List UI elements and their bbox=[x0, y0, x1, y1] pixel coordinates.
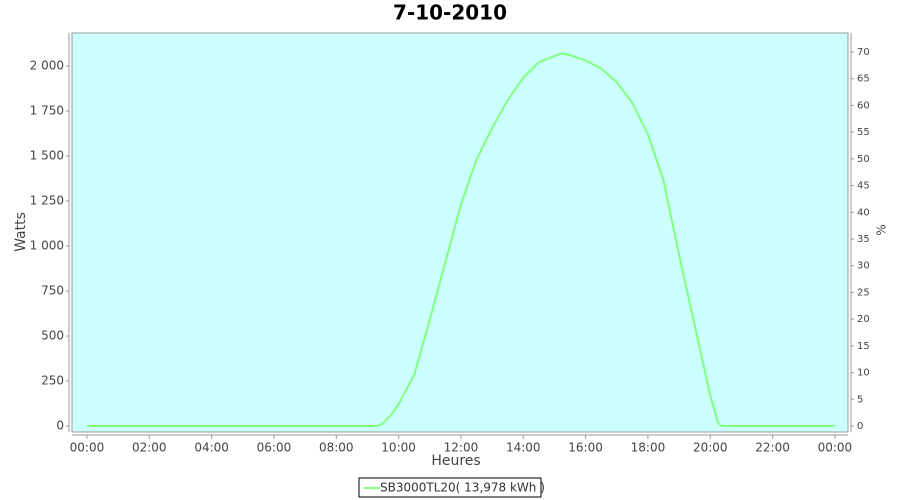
x-tick-label: 06:00 bbox=[257, 441, 292, 455]
x-tick-label: 22:00 bbox=[755, 441, 790, 455]
y2-tick-label: 35 bbox=[857, 234, 870, 245]
x-tick-label: 00:00 bbox=[818, 441, 853, 455]
y-tick-label: 2 000 bbox=[30, 58, 64, 72]
x-tick-label: 10:00 bbox=[381, 441, 416, 455]
y-tick-label: 0 bbox=[56, 419, 64, 433]
y2-tick-label: 0 bbox=[857, 421, 863, 432]
y2-tick-label: 60 bbox=[857, 100, 870, 111]
y2-tick-label: 5 bbox=[857, 394, 863, 405]
x-tick-label: 20:00 bbox=[693, 441, 728, 455]
y2-tick-label: 30 bbox=[857, 261, 870, 272]
plot-area bbox=[71, 32, 849, 433]
y2-tick-label: 10 bbox=[857, 368, 870, 379]
y-tick-label: 750 bbox=[41, 284, 64, 298]
x-tick-label: 04:00 bbox=[194, 441, 229, 455]
y2-tick-label: 45 bbox=[857, 181, 870, 192]
y2-tick-label: 20 bbox=[857, 314, 870, 325]
y-tick-label: 250 bbox=[41, 374, 64, 388]
x-tick-label: 08:00 bbox=[319, 441, 354, 455]
y2-tick-label: 25 bbox=[857, 287, 870, 298]
y2-tick-label: 55 bbox=[857, 127, 870, 138]
y2-tick-label: 50 bbox=[857, 154, 870, 165]
y2-axis-label: % bbox=[875, 224, 889, 235]
y2-tick-label: 65 bbox=[857, 74, 870, 85]
y-tick-label: 1 500 bbox=[30, 148, 64, 162]
y-tick-label: 1 250 bbox=[30, 193, 64, 207]
x-tick-label: 00:00 bbox=[70, 441, 105, 455]
x-tick-label: 02:00 bbox=[132, 441, 167, 455]
x-tick-label: 16:00 bbox=[568, 441, 603, 455]
y-tick-label: 500 bbox=[41, 329, 64, 343]
y-axis-label: Watts bbox=[13, 212, 29, 252]
x-axis-label: Heures bbox=[431, 453, 480, 469]
chart-title: 7-10-2010 bbox=[393, 1, 507, 25]
x-tick-label: 12:00 bbox=[444, 441, 479, 455]
legend-box bbox=[358, 477, 542, 498]
data-line bbox=[86, 52, 835, 428]
x-tick-label: 18:00 bbox=[631, 441, 666, 455]
y-tick-label: 1 000 bbox=[30, 239, 64, 253]
y-tick-label: 1 750 bbox=[30, 103, 64, 117]
x-tick-label: 14:00 bbox=[506, 441, 541, 455]
legend-label: SB3000TL20( 13,978 kWh ) bbox=[380, 481, 545, 495]
y2-tick-label: 40 bbox=[857, 207, 870, 218]
y2-tick-label: 70 bbox=[857, 47, 870, 58]
y2-tick-label: 15 bbox=[857, 341, 870, 352]
